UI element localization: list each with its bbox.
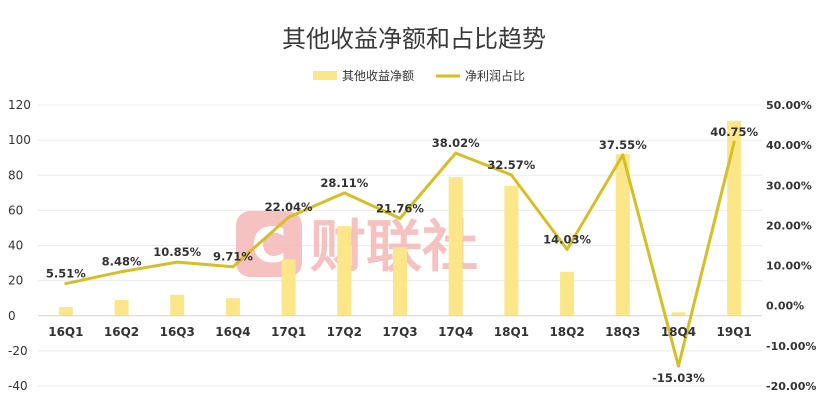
category-label: 17Q3 <box>382 325 417 339</box>
left-axis-tick-label: 40 <box>8 239 23 253</box>
bar-series <box>58 120 742 316</box>
data-label: 37.55% <box>599 138 647 152</box>
line-point <box>175 260 179 264</box>
left-axis-tick-label: 100 <box>8 133 31 147</box>
legend-label-bar: 其他收益净额 <box>342 69 414 83</box>
category-label: 17Q4 <box>438 325 473 339</box>
category-label: 18Q1 <box>494 325 529 339</box>
line-point <box>621 153 625 157</box>
legend: 其他收益净额 净利润占比 <box>313 68 525 83</box>
bar <box>615 154 630 316</box>
line-point <box>231 265 235 269</box>
data-label: 10.85% <box>153 245 201 259</box>
category-labels: 16Q1 16Q2 16Q3 16Q4 17Q1 17Q2 17Q3 17Q4 18Q1 18Q2… <box>48 325 752 339</box>
bar <box>170 294 185 316</box>
bar <box>114 299 129 316</box>
left-axis-tick-label: 20 <box>8 274 23 288</box>
data-label: 8.48% <box>102 255 142 269</box>
bar <box>225 298 240 316</box>
right-axis-ticks: -20.00% -10.00% 0.00% 10.00% 20.00% 30.00% 40.… <box>766 99 816 393</box>
category-label: 18Q3 <box>605 325 640 339</box>
line-point <box>565 247 569 251</box>
data-label: 38.02% <box>432 136 480 150</box>
category-label: 17Q2 <box>327 325 362 339</box>
left-axis-tick-label: 120 <box>8 98 31 112</box>
line-point <box>676 364 680 368</box>
line-point <box>454 151 458 155</box>
legend-swatch-bar <box>313 71 337 80</box>
line-point <box>398 216 402 220</box>
data-labels: 5.51% 8.48% 10.85% 9.71% 22.04% 28.11% 21.76% 3… <box>46 125 759 385</box>
data-label: 9.71% <box>213 250 253 264</box>
category-label: 19Q1 <box>717 325 752 339</box>
right-axis-tick-label: 10.00% <box>766 260 812 273</box>
category-label: 17Q1 <box>271 325 306 339</box>
left-axis-tick-label: -40 <box>8 379 28 393</box>
right-axis-tick-label: 30.00% <box>766 179 812 192</box>
category-label: 16Q4 <box>215 325 250 339</box>
data-label: 22.04% <box>265 200 313 214</box>
bar <box>58 306 73 316</box>
left-axis-tick-label: 80 <box>8 168 23 182</box>
line-point <box>64 282 68 286</box>
bar <box>504 185 519 316</box>
right-axis-tick-label: 50.00% <box>766 99 812 112</box>
category-label: 18Q4 <box>661 325 696 339</box>
left-axis-tick-label: -20 <box>8 344 28 358</box>
right-axis-tick-label: -20.00% <box>766 380 816 393</box>
chart-title: 其他收益净额和占比趋势 <box>282 25 546 53</box>
data-label: 21.76% <box>376 201 424 215</box>
gridlines <box>38 104 762 387</box>
watermark: C 财联社 <box>236 211 478 280</box>
right-axis-tick-label: 20.00% <box>766 219 812 232</box>
category-label: 16Q1 <box>48 325 83 339</box>
legend-label-line: 净利润占比 <box>465 68 525 83</box>
bar <box>281 259 296 316</box>
category-label: 18Q2 <box>549 325 584 339</box>
line-points <box>64 140 736 368</box>
bar <box>727 120 742 316</box>
bar <box>393 247 407 316</box>
line-point <box>287 215 291 219</box>
bar <box>337 226 352 316</box>
line-point <box>509 173 513 177</box>
bar <box>448 177 463 316</box>
bar <box>671 312 686 316</box>
right-axis-tick-label: 40.00% <box>766 139 812 152</box>
left-axis-tick-label: 60 <box>8 203 23 217</box>
left-axis-ticks: -40 -20 0 20 40 60 80 100 120 <box>8 98 31 393</box>
line-point <box>120 270 124 274</box>
data-label: 40.75% <box>710 125 758 139</box>
data-label: -15.03% <box>652 371 705 385</box>
left-axis-tick-label: 0 <box>8 309 16 323</box>
line-point <box>342 191 346 195</box>
data-label: 28.11% <box>320 176 368 190</box>
category-label: 16Q3 <box>160 325 195 339</box>
bar <box>560 271 575 316</box>
line-point <box>732 140 736 144</box>
right-axis-tick-label: 0.00% <box>766 300 804 313</box>
category-label: 16Q2 <box>104 325 139 339</box>
right-axis-tick-label: -10.00% <box>766 340 816 353</box>
data-label: 5.51% <box>46 267 86 281</box>
data-label: 32.57% <box>487 158 535 172</box>
data-label: 14.03% <box>543 232 591 246</box>
